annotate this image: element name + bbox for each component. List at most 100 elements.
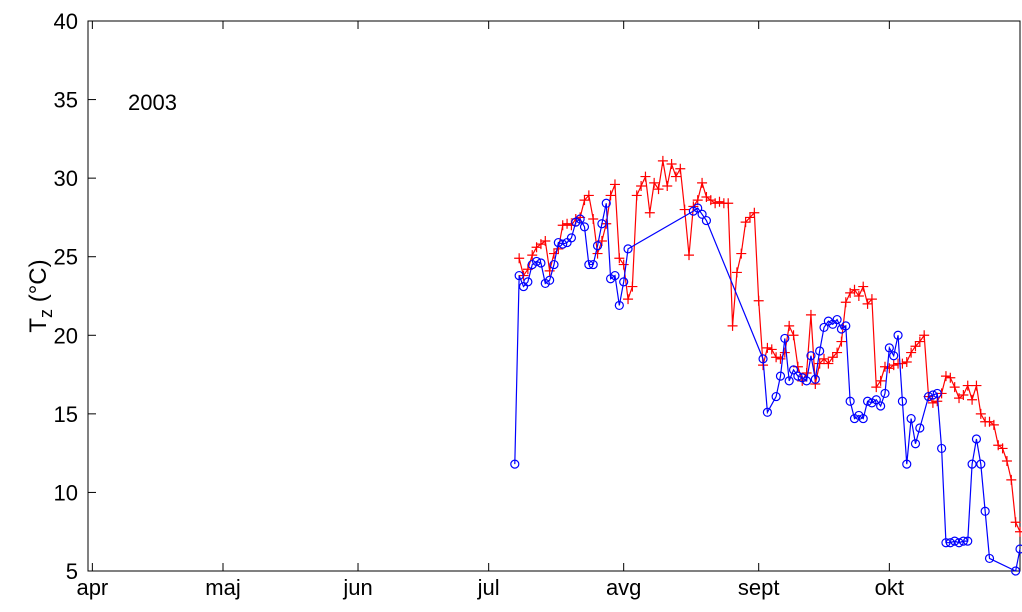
- red-series-point: [805, 309, 816, 320]
- red-series-point: [888, 360, 899, 371]
- red-series-point: [819, 353, 830, 364]
- blue-series-point: [597, 219, 607, 229]
- red-series-point: [940, 371, 951, 382]
- svg-text:Tz (°C): Tz (°C): [25, 259, 56, 332]
- red-series-point: [871, 382, 882, 393]
- red-series-point: [657, 155, 668, 166]
- blue-series-point: [553, 237, 563, 248]
- red-series-point: [988, 419, 999, 430]
- blue-series-point: [614, 300, 624, 311]
- y-axis-label-unit: (°C): [25, 259, 52, 309]
- red-series-point: [753, 295, 764, 306]
- blue-series-point: [771, 391, 781, 402]
- blue-series-point: [884, 343, 894, 353]
- blue-series-point: [984, 553, 995, 564]
- blue-series-point: [954, 538, 964, 548]
- red-series-point: [527, 250, 538, 261]
- blue-series-point: [976, 459, 986, 469]
- red-series-point: [588, 214, 599, 224]
- blue-series-point: [819, 322, 829, 333]
- red-series-point: [879, 361, 890, 372]
- plot-area-frame: [87, 20, 1021, 572]
- blue-series-line: [514, 203, 1021, 572]
- blue-series-point: [862, 396, 873, 406]
- blue-series-point: [579, 222, 590, 232]
- blue-series-point: [880, 388, 890, 399]
- blue-series-point: [876, 401, 886, 411]
- blue-series-point: [832, 314, 842, 325]
- x-tick-label: avg: [606, 575, 641, 600]
- red-series-point: [697, 177, 708, 188]
- blue-series-point: [801, 376, 812, 386]
- blue-series-point: [566, 233, 577, 243]
- blue-series-point: [558, 239, 568, 249]
- red-series-point: [562, 218, 573, 229]
- red-series-point: [623, 294, 634, 305]
- red-series-point: [744, 212, 755, 223]
- y-tick-label: 15: [54, 402, 78, 427]
- red-series-point: [862, 298, 873, 309]
- y-tick-label: 35: [54, 88, 78, 113]
- red-series-point: [627, 281, 638, 292]
- red-series-point: [771, 352, 782, 363]
- red-series-point: [544, 265, 555, 276]
- x-tick-label: maj: [205, 575, 240, 600]
- red-series-point: [723, 198, 734, 209]
- red-series-point: [1001, 456, 1012, 466]
- red-series-point: [832, 347, 843, 358]
- blue-series-point: [619, 277, 629, 287]
- blue-series-point: [1015, 544, 1022, 554]
- red-series-point: [644, 207, 655, 218]
- blue-series-point: [932, 388, 942, 399]
- blue-series-point: [967, 459, 977, 469]
- red-series-point: [1015, 526, 1022, 537]
- x-tick-label: sept: [738, 575, 780, 600]
- red-series-point: [971, 380, 982, 391]
- blue-series-point: [536, 258, 546, 268]
- blue-series-point: [906, 413, 916, 424]
- x-tick-label: okt: [875, 575, 904, 600]
- red-series-point: [814, 358, 825, 369]
- blue-series-point: [915, 423, 925, 433]
- blue-series-point: [937, 443, 947, 454]
- blue-series-point: [693, 203, 703, 213]
- red-series-point: [914, 336, 925, 347]
- y-tick-label: 10: [54, 480, 78, 505]
- blue-series-point: [584, 259, 594, 270]
- red-series-point: [540, 236, 551, 246]
- red-series-point: [549, 248, 559, 259]
- red-series-point: [779, 347, 790, 358]
- red-series-point: [766, 344, 777, 355]
- red-series-point: [1010, 517, 1021, 528]
- blue-series-point: [923, 391, 934, 402]
- red-series-point: [675, 163, 686, 174]
- blue-series-point: [780, 333, 790, 344]
- blue-series-point: [793, 371, 803, 381]
- x-tick-label: apr: [76, 575, 108, 600]
- blue-series-point: [841, 321, 851, 331]
- red-series-point: [858, 281, 869, 292]
- red-series-point: [836, 336, 847, 347]
- red-series-point: [906, 347, 917, 358]
- y-tick-label: 40: [54, 9, 78, 34]
- x-tick-label: jun: [342, 575, 372, 600]
- blue-series-point: [815, 346, 825, 356]
- blue-series-point: [910, 439, 921, 449]
- red-series-point: [605, 190, 616, 201]
- red-series-point: [649, 177, 660, 188]
- blue-series-point: [762, 407, 773, 417]
- y-tick-label: 5: [66, 559, 78, 584]
- blue-series-point: [889, 351, 899, 361]
- red-series-point: [784, 320, 795, 331]
- blue-series-point: [510, 459, 520, 469]
- red-series-point: [636, 181, 647, 191]
- y-tick-label: 30: [54, 166, 78, 191]
- red-series-point: [710, 198, 721, 209]
- red-series-point: [727, 320, 738, 331]
- blue-series-point: [575, 214, 585, 224]
- red-series-point: [840, 297, 851, 308]
- y-axis-label: Tz (°C): [25, 259, 56, 332]
- red-series-point: [557, 220, 568, 231]
- red-series-point: [666, 159, 677, 169]
